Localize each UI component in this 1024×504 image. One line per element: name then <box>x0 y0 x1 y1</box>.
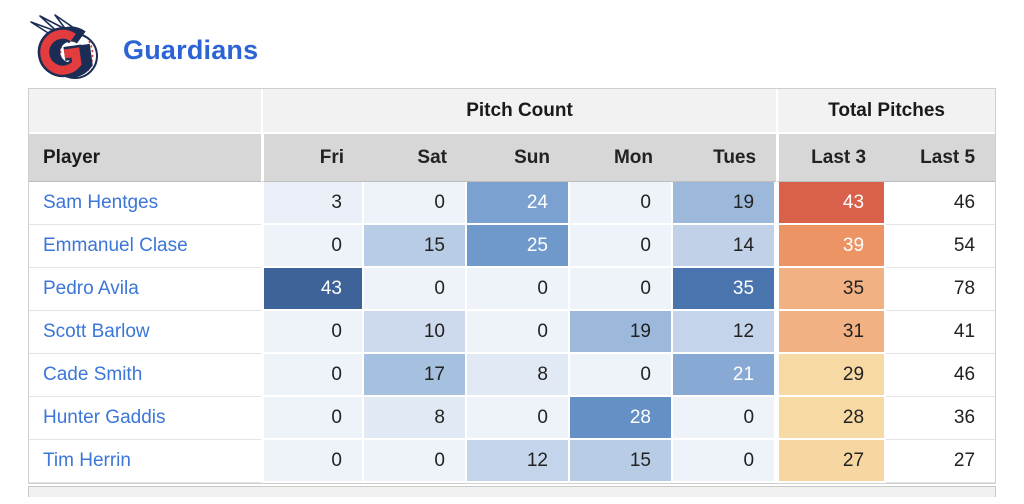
pitch-count-cell: 19 <box>570 311 673 354</box>
table-row: Hunter Gaddis 0 8 0 28 0 28 36 <box>29 397 996 440</box>
column-header-sun: Sun <box>467 134 570 182</box>
last3-cell: 31 <box>776 311 887 354</box>
column-header-fri: Fri <box>261 134 364 182</box>
pitch-count-cell: 15 <box>364 225 467 268</box>
table-row: Emmanuel Clase 0 15 25 0 14 39 54 <box>29 225 996 268</box>
last5-cell: 27 <box>886 440 996 483</box>
player-name-link[interactable]: Cade Smith <box>43 364 143 385</box>
pitch-count-table: Pitch Count Total Pitches Player Fri Sat Sun M… <box>28 88 997 484</box>
next-table-cutoff <box>28 486 996 497</box>
last5-cell: 46 <box>886 354 996 397</box>
player-cell: Hunter Gaddis <box>29 397 261 440</box>
pitch-count-cell: 0 <box>467 397 570 440</box>
last5-cell: 36 <box>886 397 996 440</box>
last5-cell: 46 <box>886 182 996 225</box>
pitch-count-cell: 12 <box>467 440 570 483</box>
pitch-count-cell: 12 <box>673 311 777 354</box>
page-header: Guardians <box>0 0 1024 88</box>
pitch-count-cell: 0 <box>570 354 673 397</box>
pitch-count-cell: 0 <box>261 397 364 440</box>
guardians-logo-icon <box>27 13 107 87</box>
player-cell: Cade Smith <box>29 354 261 397</box>
table-row: Cade Smith 0 17 8 0 21 29 46 <box>29 354 996 397</box>
table-head: Pitch Count Total Pitches Player Fri Sat Sun M… <box>29 89 996 182</box>
last5-cell: 41 <box>886 311 996 354</box>
last3-cell: 27 <box>776 440 887 483</box>
pitch-count-cell: 0 <box>570 182 673 225</box>
pitch-count-cell: 0 <box>570 225 673 268</box>
column-header-tues: Tues <box>673 134 777 182</box>
pitch-count-cell: 25 <box>467 225 570 268</box>
pitch-count-cell: 0 <box>261 311 364 354</box>
pitch-count-cell: 14 <box>673 225 777 268</box>
pitch-count-cell: 35 <box>673 268 777 311</box>
pitch-count-cell: 19 <box>673 182 777 225</box>
page-title: Guardians <box>123 34 259 65</box>
last5-cell: 54 <box>886 225 996 268</box>
player-name-link[interactable]: Emmanuel Clase <box>43 235 188 256</box>
pitch-count-cell: 0 <box>673 440 777 483</box>
player-cell: Emmanuel Clase <box>29 225 261 268</box>
pitch-count-cell: 0 <box>261 440 364 483</box>
last3-cell: 35 <box>776 268 887 311</box>
player-name-link[interactable]: Pedro Avila <box>43 278 139 299</box>
group-header-total-pitches: Total Pitches <box>776 89 996 134</box>
pitch-count-table-wrap: Pitch Count Total Pitches Player Fri Sat Sun M… <box>28 88 997 484</box>
pitch-count-cell: 8 <box>364 397 467 440</box>
table-body: Sam Hentges 3 0 24 0 19 43 46 Emmanuel Clase 0 15 2… <box>29 182 996 483</box>
player-cell: Scott Barlow <box>29 311 261 354</box>
pitch-count-cell: 21 <box>673 354 777 397</box>
table-row: Sam Hentges 3 0 24 0 19 43 46 <box>29 182 996 225</box>
pitch-count-cell: 0 <box>364 440 467 483</box>
pitch-count-cell: 10 <box>364 311 467 354</box>
column-header-last-5: Last 5 <box>886 134 996 182</box>
player-name-link[interactable]: Sam Hentges <box>43 192 159 213</box>
column-header-last-3: Last 3 <box>776 134 887 182</box>
pitch-count-cell: 0 <box>364 182 467 225</box>
pitch-count-cell: 17 <box>364 354 467 397</box>
column-header-player: Player <box>29 134 261 182</box>
last5-cell: 78 <box>886 268 996 311</box>
pitch-count-cell: 0 <box>467 268 570 311</box>
pitch-count-cell: 0 <box>261 354 364 397</box>
pitch-count-cell: 0 <box>364 268 467 311</box>
player-name-link[interactable]: Tim Herrin <box>43 450 131 471</box>
pitch-count-cell: 0 <box>261 225 364 268</box>
table-row: Pedro Avila 43 0 0 0 35 35 78 <box>29 268 996 311</box>
player-cell: Sam Hentges <box>29 182 261 225</box>
pitch-count-cell: 0 <box>467 311 570 354</box>
table-row: Tim Herrin 0 0 12 15 0 27 27 <box>29 440 996 483</box>
group-header-pitch-count: Pitch Count <box>261 89 777 134</box>
pitch-count-cell: 43 <box>261 268 364 311</box>
column-header-sat: Sat <box>364 134 467 182</box>
player-cell: Pedro Avila <box>29 268 261 311</box>
last3-cell: 28 <box>776 397 887 440</box>
column-header-mon: Mon <box>570 134 673 182</box>
table-row: Scott Barlow 0 10 0 19 12 31 41 <box>29 311 996 354</box>
last3-cell: 43 <box>776 182 887 225</box>
player-name-link[interactable]: Scott Barlow <box>43 321 150 342</box>
pitch-count-cell: 3 <box>261 182 364 225</box>
pitch-count-cell: 8 <box>467 354 570 397</box>
pitch-count-cell: 15 <box>570 440 673 483</box>
group-header-row: Pitch Count Total Pitches <box>29 89 996 134</box>
last3-cell: 29 <box>776 354 887 397</box>
pitch-count-cell: 0 <box>673 397 777 440</box>
group-header-empty <box>29 89 261 134</box>
pitch-count-cell: 0 <box>570 268 673 311</box>
last3-cell: 39 <box>776 225 887 268</box>
player-cell: Tim Herrin <box>29 440 261 483</box>
pitch-count-cell: 24 <box>467 182 570 225</box>
pitch-count-cell: 28 <box>570 397 673 440</box>
column-header-row: Player Fri Sat Sun Mon Tues Last 3 Last 5 <box>29 134 996 182</box>
player-name-link[interactable]: Hunter Gaddis <box>43 407 166 428</box>
